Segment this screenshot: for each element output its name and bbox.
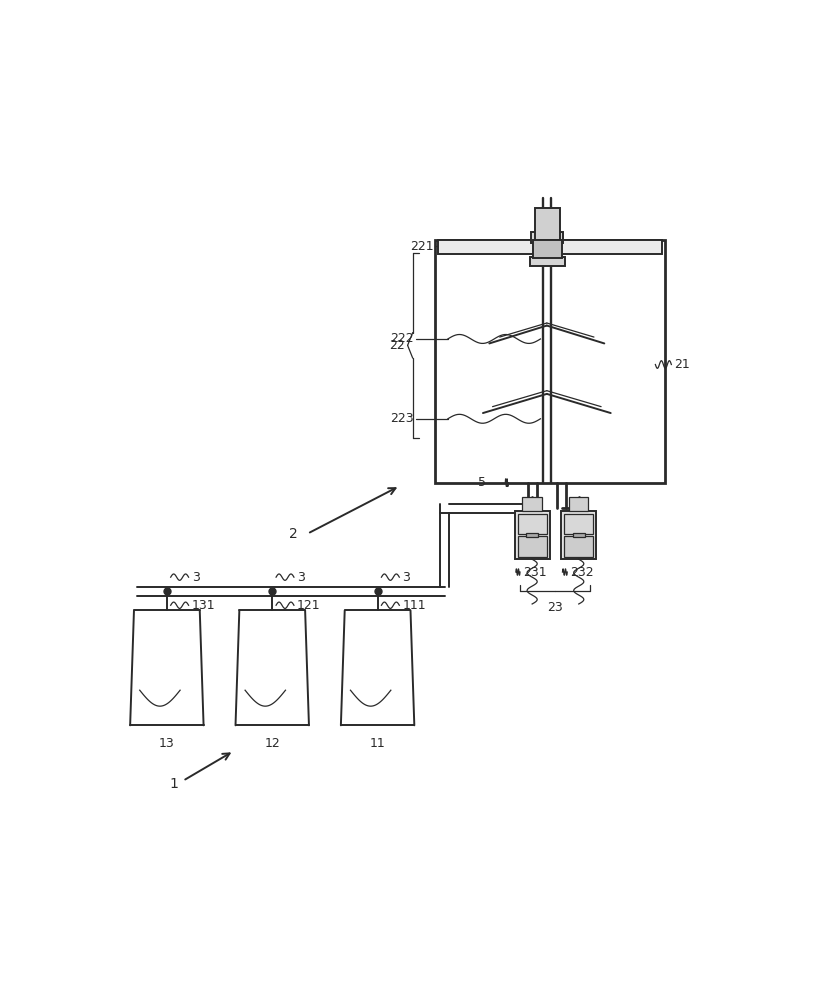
Text: 3: 3 <box>297 571 305 584</box>
Bar <box>526 533 538 537</box>
Text: 221: 221 <box>410 240 433 253</box>
Text: 232: 232 <box>570 566 594 579</box>
Bar <box>561 511 597 559</box>
Text: 1: 1 <box>170 777 178 791</box>
Bar <box>517 536 546 557</box>
Bar <box>438 240 662 254</box>
Text: 2: 2 <box>289 527 297 541</box>
Text: 231: 231 <box>523 566 547 579</box>
Text: 22: 22 <box>389 339 405 352</box>
Text: 13: 13 <box>159 737 175 750</box>
Text: 21: 21 <box>675 358 691 371</box>
Text: 5: 5 <box>478 476 486 489</box>
Text: 121: 121 <box>297 599 321 612</box>
Bar <box>564 514 593 534</box>
Bar <box>522 497 542 511</box>
Bar <box>435 240 665 483</box>
Bar <box>531 232 563 243</box>
Bar <box>517 514 546 534</box>
Bar <box>533 240 562 258</box>
Text: 23: 23 <box>547 601 563 614</box>
Text: 12: 12 <box>265 737 280 750</box>
Bar <box>569 497 588 511</box>
Bar <box>530 257 564 266</box>
Text: 131: 131 <box>192 599 215 612</box>
Text: 111: 111 <box>402 599 426 612</box>
Bar <box>514 511 550 559</box>
Bar <box>573 533 585 537</box>
Text: 222: 222 <box>391 332 414 345</box>
Text: 3: 3 <box>402 571 410 584</box>
Bar <box>536 208 559 240</box>
Text: 11: 11 <box>370 737 386 750</box>
Bar <box>564 536 593 557</box>
Text: 3: 3 <box>192 571 199 584</box>
Text: 223: 223 <box>391 412 414 425</box>
